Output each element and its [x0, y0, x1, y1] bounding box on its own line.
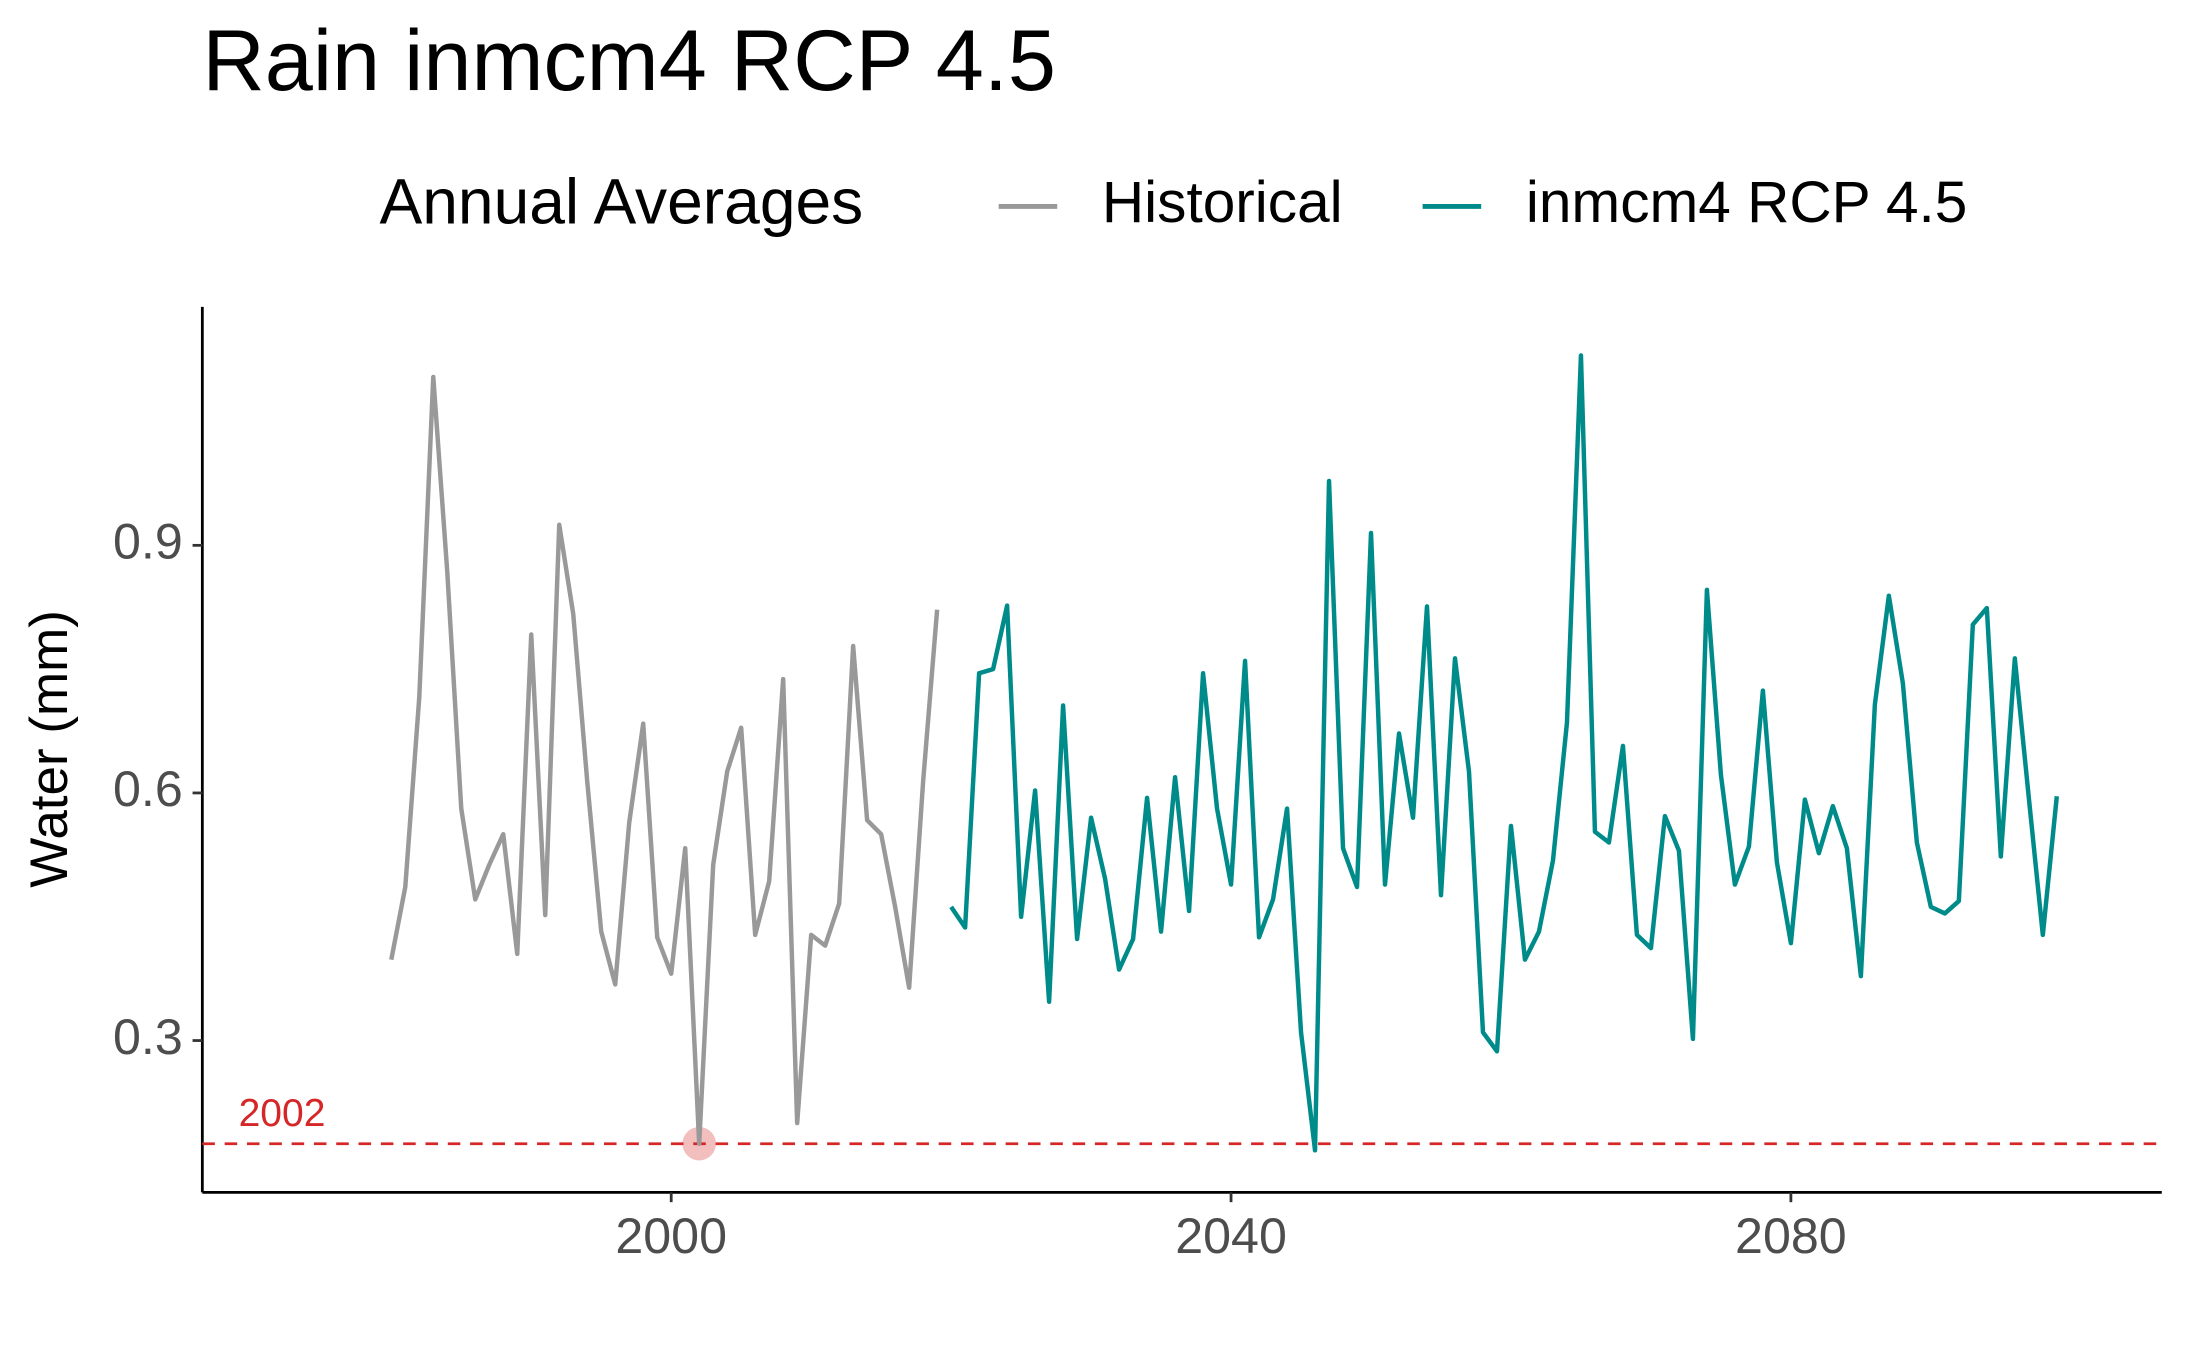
y-tick-label: 0.3	[113, 1009, 183, 1065]
x-tick-label: 2040	[1175, 1208, 1287, 1264]
y-tick-label: 0.6	[113, 761, 183, 817]
x-tick-label: 2000	[615, 1208, 727, 1264]
x-tick-label: 2080	[1735, 1208, 1847, 1264]
annotation-label: 2002	[239, 1092, 326, 1135]
y-tick-label: 0.9	[113, 514, 183, 570]
series-line	[949, 353, 2060, 1153]
legend-label: inmcm4 RCP 4.5	[1526, 170, 1968, 235]
series-line	[389, 374, 940, 1146]
y-axis-title: Water (mm)	[20, 610, 79, 888]
legend-label: Historical	[1102, 170, 1343, 235]
legend-title: Annual Averages	[379, 165, 863, 237]
chart-title: Rain inmcm4 RCP 4.5	[202, 13, 1056, 109]
